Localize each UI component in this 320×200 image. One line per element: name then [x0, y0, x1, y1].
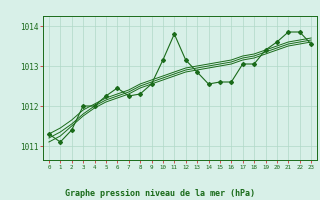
Text: Graphe pression niveau de la mer (hPa): Graphe pression niveau de la mer (hPa) — [65, 189, 255, 198]
